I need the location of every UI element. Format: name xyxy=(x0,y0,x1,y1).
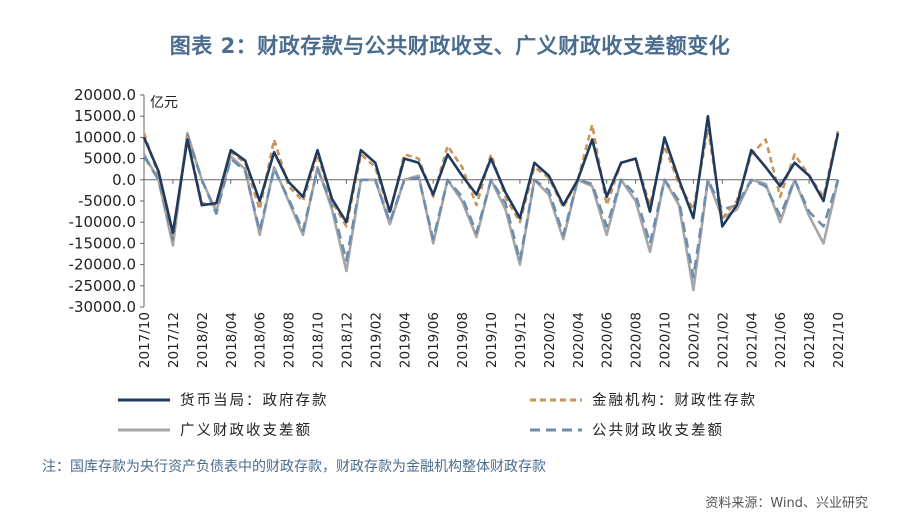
x-tick-label: 2017/12 xyxy=(166,312,182,368)
y-tick-label: -15000.0 xyxy=(69,234,136,252)
x-tick-label: 2021/04 xyxy=(744,312,760,368)
y-tick-label: -5000.0 xyxy=(78,192,136,210)
x-tick-label: 2020/10 xyxy=(658,312,674,368)
x-tick-label: 2019/04 xyxy=(397,312,413,368)
legend-label: 货币当局：政府存款 xyxy=(180,392,329,409)
x-tick-label: 2020/12 xyxy=(686,312,702,368)
x-tick-label: 2018/02 xyxy=(195,312,211,368)
y-tick-label: -25000.0 xyxy=(69,277,136,295)
y-tick-label: -20000.0 xyxy=(69,256,136,274)
x-tick-label: 2018/06 xyxy=(253,312,269,368)
x-tick-label: 2020/08 xyxy=(629,312,645,368)
legend-label: 公共财政收支差额 xyxy=(592,422,724,439)
x-tick-label: 2019/02 xyxy=(368,312,384,368)
series-line-1 xyxy=(142,114,840,235)
x-tick-label: 2018/12 xyxy=(339,312,355,368)
x-tick-label: 2018/08 xyxy=(282,312,298,368)
x-tick-label: 2019/10 xyxy=(484,312,500,368)
y-tick-label: -10000.0 xyxy=(69,213,136,231)
y-tick-label: 5000.0 xyxy=(84,150,137,168)
y-tick-label: 15000.0 xyxy=(74,107,136,125)
series-group xyxy=(142,114,840,292)
x-tick-label: 2019/06 xyxy=(426,312,442,368)
x-tick-label: 2020/02 xyxy=(542,312,558,368)
legend-label: 金融机构：财政性存款 xyxy=(592,392,757,409)
x-axis: 2017/10 2017/12 2018/02 2018/04 2018/06 2018/… xyxy=(137,179,847,368)
x-tick-label: 2019/12 xyxy=(513,312,529,368)
x-tick-label: 2021/10 xyxy=(831,312,847,368)
legend-label: 广义财政收支差额 xyxy=(180,422,312,439)
x-tick-label: 2018/10 xyxy=(311,312,327,368)
x-tick-label: 2021/06 xyxy=(773,312,789,368)
series-line-4 xyxy=(142,133,840,279)
x-tick-label: 2021/08 xyxy=(802,312,818,368)
x-tick-label: 2020/06 xyxy=(600,312,616,368)
y-tick-label: 0.0 xyxy=(112,171,136,189)
y-unit-label: 亿元 xyxy=(150,95,178,111)
x-tick-label: 2017/10 xyxy=(137,312,153,368)
chart-title: 图表 2：财政存款与公共财政收支、广义财政收支差额变化 xyxy=(169,34,731,58)
chart-area: 20000.0 15000.0 10000.0 5000.0 0.0 -5000.0 -10… xyxy=(0,80,900,450)
x-tick-label: 2019/08 xyxy=(455,312,471,368)
x-tick-label: 2018/04 xyxy=(224,312,240,368)
x-tick-label: 2020/04 xyxy=(571,312,587,368)
y-axis: 20000.0 15000.0 10000.0 5000.0 0.0 -5000.0 -10… xyxy=(69,86,178,316)
y-tick-label: 20000.0 xyxy=(74,86,136,104)
footnote: 注：国库存款为央行资产负债表中的财政存款，财政存款为金融机构整体财政存款 xyxy=(42,459,546,475)
y-tick-label: -30000.0 xyxy=(69,298,136,316)
source-credit: 资料来源：Wind、兴业研究 xyxy=(705,496,868,511)
x-tick-label: 2021/02 xyxy=(715,312,731,368)
line-chart: 20000.0 15000.0 10000.0 5000.0 0.0 -5000.0 -10… xyxy=(69,86,847,439)
y-tick-label: 10000.0 xyxy=(74,128,136,146)
